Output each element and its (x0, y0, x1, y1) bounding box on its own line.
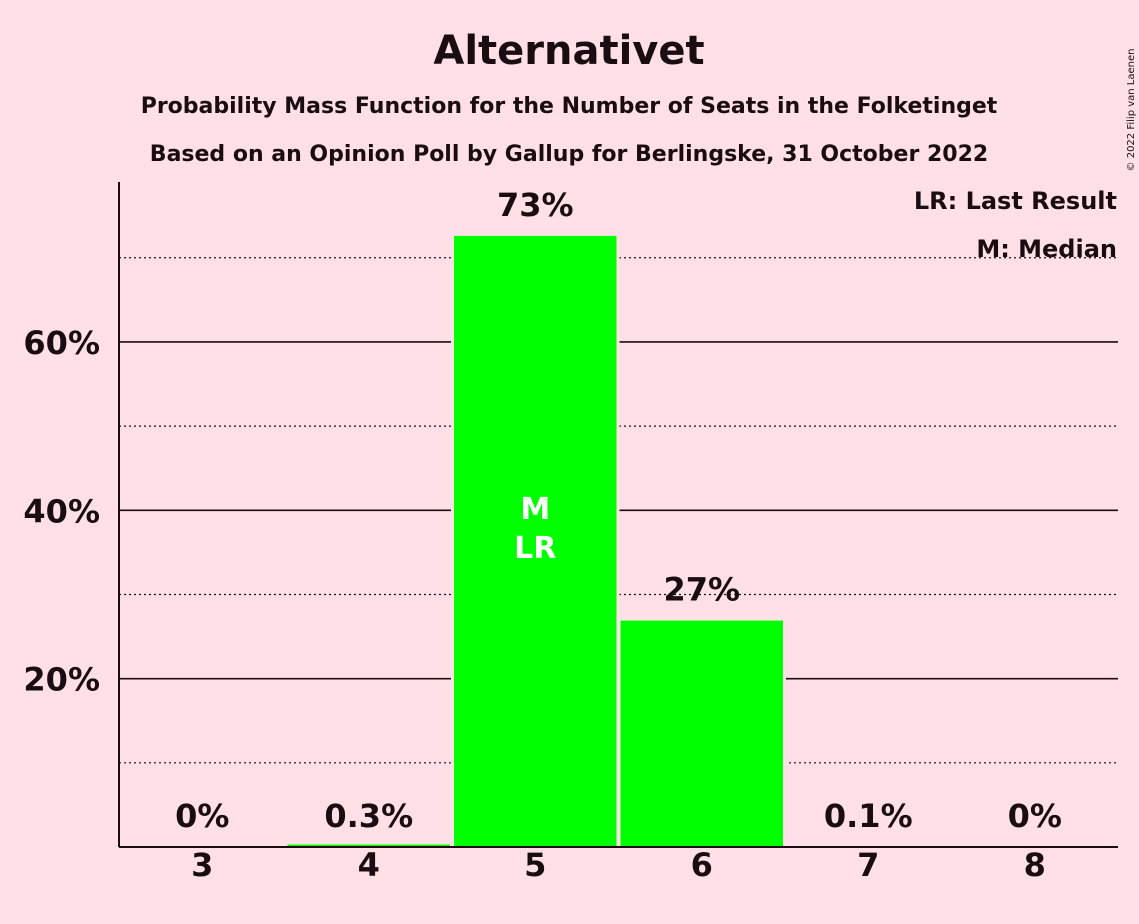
x-tick-label: 8 (1024, 846, 1046, 884)
copyright-note: © 2022 Filip van Laenen (1126, 49, 1137, 172)
legend-median: M: Median (976, 235, 1117, 263)
bar (620, 620, 783, 847)
bar-halo (784, 844, 953, 847)
data-label: 0% (1008, 797, 1062, 835)
y-tick-label: 40% (23, 492, 100, 530)
x-tick-label: 5 (524, 846, 546, 884)
x-tick-label: 3 (191, 846, 213, 884)
data-label: 0% (175, 797, 229, 835)
last-result-marker: LR (514, 531, 556, 566)
y-tick-label: 60% (23, 324, 100, 362)
data-label: 73% (497, 186, 574, 224)
data-label: 0.1% (824, 797, 913, 835)
bar (454, 235, 617, 847)
y-tick-label: 20% (23, 661, 100, 699)
x-tick-label: 6 (691, 846, 713, 884)
data-label: 27% (663, 571, 740, 609)
axes-group (118, 182, 1118, 848)
bars-group (284, 233, 953, 847)
chart-subtitle-1: Probability Mass Function for the Number… (141, 94, 998, 119)
bar (287, 844, 450, 847)
chart-subtitle-2: Based on an Opinion Poll by Gallup for B… (150, 142, 988, 167)
labels-group: 20% 40% 60% 3 0% 4 0.3% 5 73% M LR 6 27% 7 0.1% 8 0% (23, 186, 1062, 884)
x-tick-label: 7 (857, 846, 879, 884)
x-tick-label: 4 (358, 846, 380, 884)
median-marker: M (520, 492, 550, 527)
chart-title: Alternativet (433, 28, 704, 74)
data-label: 0.3% (324, 797, 413, 835)
legend-last-result: LR: Last Result (914, 187, 1117, 215)
